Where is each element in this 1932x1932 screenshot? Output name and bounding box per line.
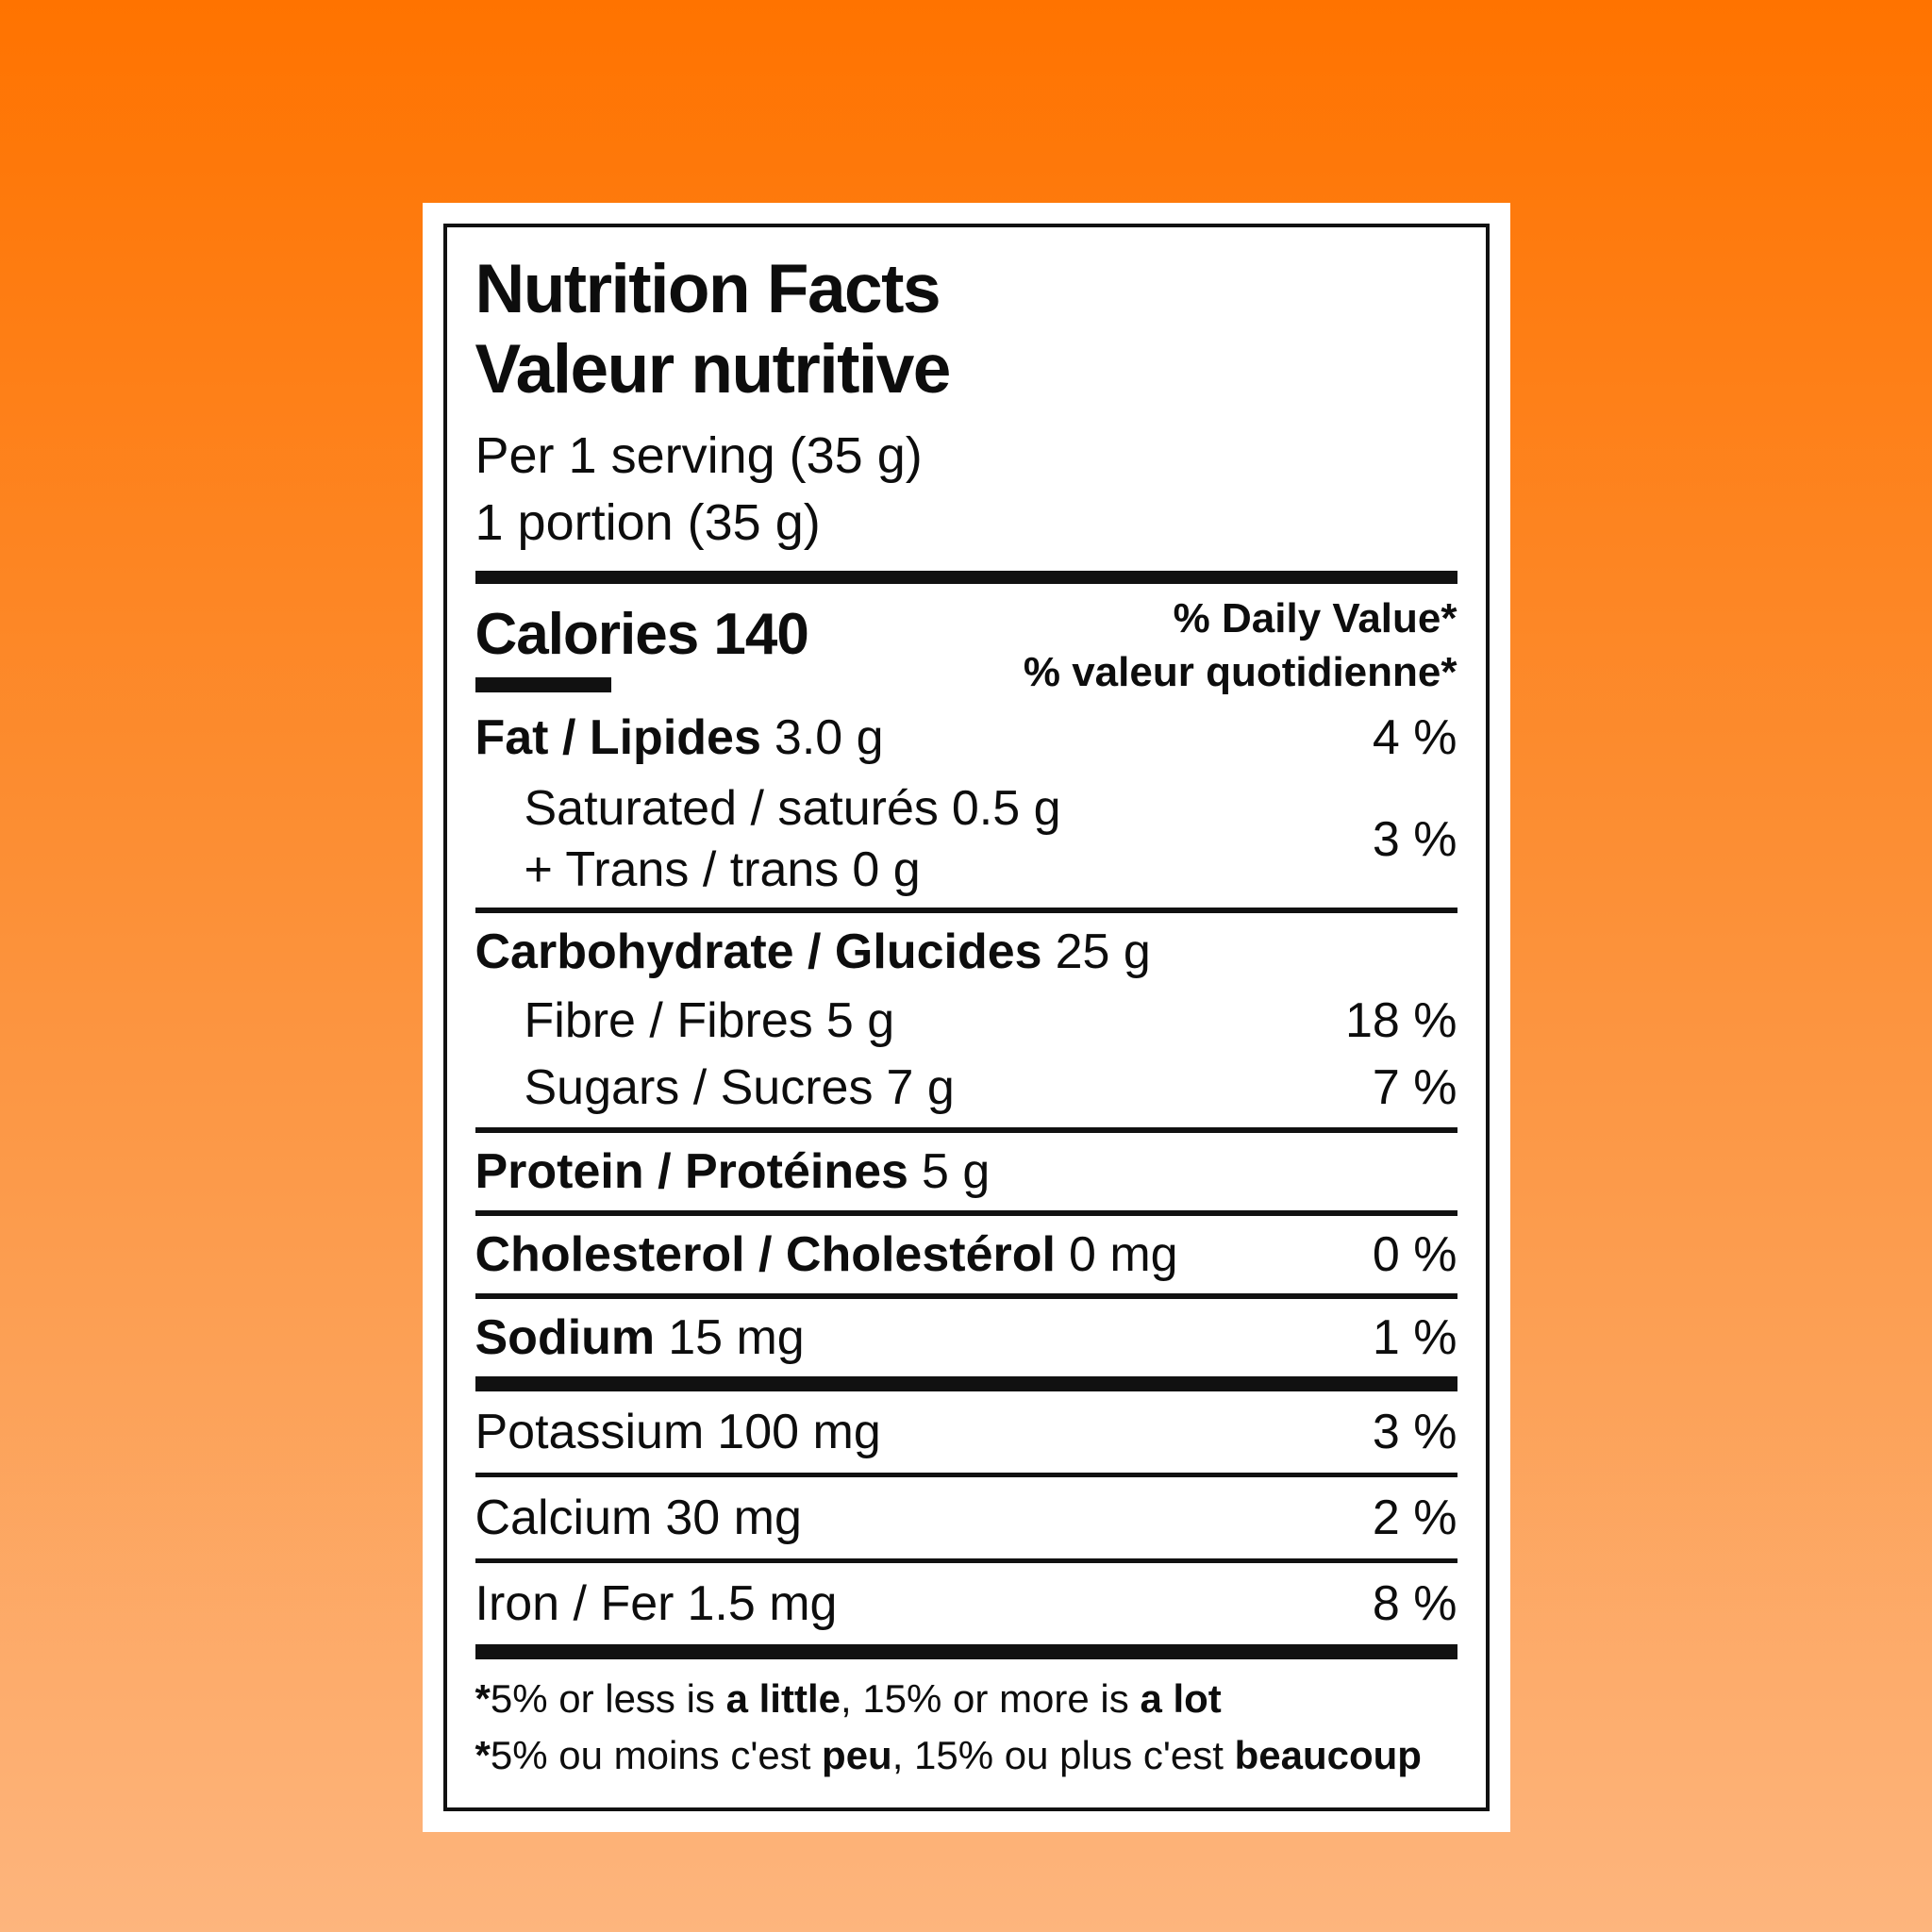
footnote-asterisk: *: [475, 1732, 491, 1777]
calories-section: Calories 140 % Daily Value* % valeur quo…: [475, 591, 1457, 699]
divider-medium: [475, 1127, 1457, 1134]
divider-thick: [475, 1376, 1457, 1392]
divider-medium: [475, 1210, 1457, 1217]
nutrient-text: Protein / Protéines 5 g: [475, 1143, 991, 1200]
nutrient-amount: 3.0 g: [774, 710, 884, 766]
nutrient-row-fibre: Fibre / Fibres 5 g 18 %: [475, 991, 1457, 1058]
nutrient-text: Fat / Lipides 3.0 g: [475, 709, 884, 766]
nutrient-dv: 8 %: [1372, 1576, 1457, 1632]
footnote-french: *5% ou moins c'est peu, 15% ou plus c'es…: [475, 1732, 1422, 1777]
divider-thin: [475, 1473, 1457, 1478]
nutrient-row-potassium: Potassium 100 mg 3 %: [475, 1391, 1457, 1473]
nutrient-text: Calcium 30 mg: [475, 1490, 802, 1546]
nutrient-text: Iron / Fer 1.5 mg: [475, 1575, 838, 1632]
label-border-box: Nutrition Facts Valeur nutritive Per 1 s…: [442, 224, 1490, 1812]
nutrient-label: Carbohydrate / Glucides: [475, 924, 1042, 980]
serving-info: Per 1 serving (35 g) 1 portion (35 g): [475, 423, 1457, 555]
nutrient-row-trans: + Trans / trans 0 g: [525, 840, 1061, 900]
footnote: *5% or less is a little, 15% or more is …: [475, 1671, 1457, 1783]
nutrient-label: Calcium: [475, 1491, 653, 1546]
nutrient-text: Fibre / Fibres 5 g: [475, 992, 895, 1049]
nutrient-dv: 1 %: [1372, 1310, 1457, 1366]
nutrient-amount: 30 mg: [665, 1491, 802, 1546]
nutrient-row-protein: Protein / Protéines 5 g: [475, 1133, 1457, 1210]
divider-medium: [475, 1293, 1457, 1300]
serving-size-french: 1 portion (35 g): [475, 493, 821, 551]
divider-thick-top: [475, 570, 1457, 584]
nutrient-label: Fat / Lipides: [475, 710, 761, 766]
nutrient-text: Cholesterol / Cholestérol 0 mg: [475, 1226, 1178, 1283]
nutrient-dv: 7 %: [1372, 1060, 1457, 1116]
nutrient-label: Potassium: [475, 1405, 705, 1460]
nutrient-amount: 0 g: [852, 841, 921, 897]
nutrient-row-iron: Iron / Fer 1.5 mg 8 %: [475, 1563, 1457, 1644]
nutrient-row-sugars: Sugars / Sucres 7 g 7 %: [475, 1058, 1457, 1127]
nutrient-amount: 7 g: [886, 1060, 955, 1116]
calories-block: Calories 140: [475, 591, 809, 692]
nutrient-amount: 15 mg: [668, 1310, 805, 1366]
nutrient-row-saturated: Saturated / saturés 0.5 g: [525, 778, 1061, 839]
nutrient-dv: 0 %: [1372, 1227, 1457, 1283]
label-title: Nutrition Facts Valeur nutritive: [475, 250, 1457, 409]
nutrient-amount: 5 g: [921, 1144, 991, 1200]
footnote-asterisk: *: [475, 1676, 491, 1722]
nutrient-label: Cholesterol / Cholestérol: [475, 1227, 1056, 1283]
calories-underline-bar: [475, 676, 612, 692]
nutrient-row-sodium: Sodium 15 mg 1 %: [475, 1299, 1457, 1376]
nutrient-amount: 100 mg: [717, 1405, 881, 1460]
footnote-english: *5% or less is a little, 15% or more is …: [475, 1676, 1222, 1722]
nutrient-label: + Trans / trans: [524, 841, 840, 897]
nutrient-dv: 3 %: [1372, 1405, 1457, 1460]
nutrient-dv: 4 %: [1372, 710, 1457, 766]
nutrient-label: Sugars / Sucres: [524, 1060, 874, 1116]
divider-thin: [475, 1558, 1457, 1564]
nutrient-text: Sodium 15 mg: [475, 1309, 805, 1366]
nutrient-amount: 25 g: [1055, 924, 1151, 980]
nutrient-text: Carbohydrate / Glucides 25 g: [475, 924, 1151, 980]
nutrient-row-saturated-trans: Saturated / saturés 0.5 g + Trans / trans…: [475, 776, 1457, 908]
nutrient-row-fat: Fat / Lipides 3.0 g 4 %: [475, 699, 1457, 776]
daily-value-header-french: % valeur quotidienne*: [1023, 648, 1457, 695]
nutrition-label-card: Nutrition Facts Valeur nutritive Per 1 s…: [422, 203, 1510, 1833]
nutrient-row-carbohydrate: Carbohydrate / Glucides 25 g: [475, 913, 1457, 991]
nutrient-dv: 18 %: [1344, 993, 1457, 1049]
title-english: Nutrition Facts: [475, 251, 941, 327]
nutrient-text: Potassium 100 mg: [475, 1404, 881, 1460]
serving-size-english: Per 1 serving (35 g): [475, 427, 923, 485]
nutrient-label: Fibre / Fibres: [524, 993, 813, 1049]
divider-thick-bottom: [475, 1644, 1457, 1660]
nutrient-label: Iron / Fer: [475, 1576, 675, 1632]
saturated-trans-lines: Saturated / saturés 0.5 g + Trans / trans…: [475, 778, 1061, 900]
daily-value-header-english: % Daily Value*: [1173, 594, 1457, 641]
divider-medium: [475, 908, 1457, 914]
title-french: Valeur nutritive: [475, 330, 952, 408]
nutrient-amount: 0 mg: [1068, 1227, 1178, 1283]
nutrient-amount: 0.5 g: [951, 781, 1061, 837]
nutrient-label: Saturated / saturés: [524, 781, 939, 837]
nutrient-row-calcium: Calcium 30 mg 2 %: [475, 1477, 1457, 1558]
nutrient-row-cholesterol: Cholesterol / Cholestérol 0 mg 0 %: [475, 1216, 1457, 1293]
saturated-trans-dv: 3 %: [1372, 811, 1457, 867]
nutrient-dv: 2 %: [1372, 1491, 1457, 1546]
calories-value: 140: [713, 601, 808, 667]
calories-label: Calories: [475, 601, 700, 667]
daily-value-header: % Daily Value* % valeur quotidienne*: [1024, 591, 1457, 699]
nutrient-text: Sugars / Sucres 7 g: [475, 1059, 955, 1116]
nutrient-amount: 1.5 mg: [687, 1576, 838, 1632]
calories-text: Calories 140: [475, 591, 809, 668]
nutrient-amount: 5 g: [825, 993, 895, 1049]
nutrient-label: Protein / Protéines: [475, 1144, 908, 1200]
nutrient-label: Sodium: [475, 1310, 656, 1366]
